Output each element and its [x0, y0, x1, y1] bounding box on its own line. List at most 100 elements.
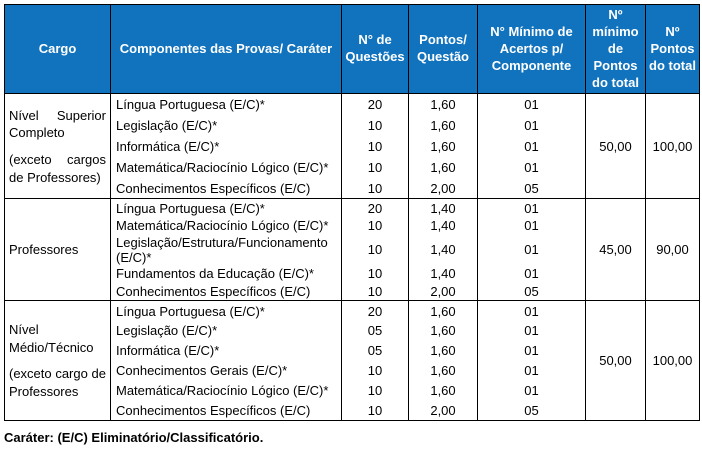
questions-cell: 10: [341, 282, 409, 301]
min-correct-cell: 01: [477, 380, 586, 401]
component-cell: Conhecimentos Gerais (E/C)*: [110, 360, 342, 381]
component-cell: Língua Portuguesa (E/C)*: [110, 198, 342, 217]
points-per-question-cell: 1,60: [408, 320, 478, 341]
table-row: Matemática/Raciocínio Lógico (E/C)* 10 1…: [5, 156, 700, 178]
points-total-cell: 100,00: [645, 300, 700, 422]
component-cell: Fundamentos da Educação (E/C)*: [110, 264, 342, 283]
header-cell-componentes: Componentes das Provas/ Caráter: [110, 3, 342, 95]
min-correct-cell: 01: [477, 320, 586, 341]
min-correct-cell: 05: [477, 282, 586, 301]
points-per-question-cell: 2,00: [408, 282, 478, 301]
cargo-text: (exceto cargos de Professores): [9, 151, 106, 185]
table-row: Conhecimentos Específicos (E/C) 10 2,00 …: [5, 400, 700, 421]
points-per-question-cell: 1,40: [408, 264, 478, 283]
questions-cell: 20: [341, 300, 409, 321]
questions-cell: 10: [341, 156, 409, 178]
table-row: Fundamentos da Educação (E/C)* 10 1,40 0…: [5, 264, 700, 283]
cargo-text: Nível Médio/Técnico: [9, 322, 94, 355]
component-cell: Conhecimentos Específicos (E/C): [110, 282, 342, 301]
points-per-question-cell: 1,40: [408, 198, 478, 217]
points-per-question-cell: 1,60: [408, 380, 478, 401]
points-per-question-cell: 1,60: [408, 300, 478, 321]
table-row: Professores Língua Portuguesa (E/C)* 20 …: [4, 198, 700, 302]
table-row: Matemática/Raciocínio Lógico (E/C)* 10 1…: [5, 380, 700, 401]
points-per-question-cell: 2,00: [408, 400, 478, 421]
min-correct-cell: 01: [477, 156, 586, 178]
points-per-question-cell: 1,60: [408, 93, 478, 115]
min-correct-cell: 01: [477, 216, 586, 235]
footnote: Caráter: (E/C) Eliminatório/Classificató…: [4, 430, 264, 446]
cargo-text: Nível Superior Completo: [9, 107, 106, 141]
header-cell-cargo: Cargo: [4, 3, 111, 95]
table-row: Conhecimentos Específicos (E/C) 10 2,00 …: [5, 282, 700, 301]
questions-cell: 10: [341, 234, 409, 265]
table-row: Legislação/Estrutura/Funcionamento (E/C)…: [5, 234, 700, 265]
points-per-question-cell: 2,00: [408, 177, 478, 199]
cargo-cell-professores: Professores: [4, 198, 111, 302]
table-row: Legislação (E/C)* 05 1,60 01: [5, 320, 700, 341]
table-row: Nível Médio/Técnico (exceto cargo de Pro…: [4, 300, 700, 422]
table-row: Informática (E/C)* 10 1,60 01: [5, 135, 700, 157]
questions-cell: 05: [341, 340, 409, 361]
cargo-cell-nivel-medio-tecnico: Nível Médio/Técnico (exceto cargo de Pro…: [4, 300, 111, 422]
table-row: Nível Superior Completo (exceto cargos d…: [4, 93, 700, 200]
table-row: Conhecimentos Gerais (E/C)* 10 1,60 01: [5, 360, 700, 381]
min-correct-cell: 01: [477, 114, 586, 136]
component-cell: Conhecimentos Específicos (E/C): [110, 400, 342, 421]
questions-cell: 10: [341, 400, 409, 421]
questions-cell: 10: [341, 264, 409, 283]
component-cell: Informática (E/C)*: [110, 340, 342, 361]
min-correct-cell: 01: [477, 340, 586, 361]
component-cell: Informática (E/C)*: [110, 135, 342, 157]
points-per-question-cell: 1,60: [408, 135, 478, 157]
exam-scoring-table: Cargo Componentes das Provas/ Caráter N°…: [4, 3, 700, 422]
questions-cell: 10: [341, 360, 409, 381]
min-correct-cell: 01: [477, 93, 586, 115]
component-cell: Conhecimentos Específicos (E/C): [110, 177, 342, 199]
points-per-question-cell: 1,60: [408, 114, 478, 136]
points-per-question-cell: 1,60: [408, 340, 478, 361]
table-row: Matemática/Raciocínio Lógico (E/C)* 10 1…: [5, 216, 700, 235]
component-cell: Legislação (E/C)*: [110, 114, 342, 136]
points-per-question-cell: 1,60: [408, 360, 478, 381]
header-row: Cargo Componentes das Provas/ Caráter N°…: [4, 3, 700, 95]
min-correct-cell: 01: [477, 264, 586, 283]
min-correct-cell: 01: [477, 234, 586, 265]
min-correct-cell: 01: [477, 135, 586, 157]
header-cell-pontos-questao: Pontos/ Questão: [408, 3, 478, 95]
min-correct-cell: 01: [477, 360, 586, 381]
header-cell-num-questoes: N° de Questões: [341, 3, 409, 95]
component-cell: Legislação (E/C)*: [110, 320, 342, 341]
table-row: Legislação (E/C)* 10 1,60 01: [5, 114, 700, 136]
questions-cell: 10: [341, 135, 409, 157]
questions-cell: 10: [341, 380, 409, 401]
points-per-question-cell: 1,40: [408, 234, 478, 265]
component-cell: Matemática/Raciocínio Lógico (E/C)*: [110, 156, 342, 178]
header-cell-min-acertos: N° Mínimo de Acertos p/ Componente: [477, 3, 586, 95]
points-per-question-cell: 1,60: [408, 156, 478, 178]
min-correct-cell: 01: [477, 198, 586, 217]
cargo-text: (exceto cargo de Professores: [9, 366, 106, 399]
table-row: Informática (E/C)* 05 1,60 01: [5, 340, 700, 361]
table-header: Cargo Componentes das Provas/ Caráter N°…: [4, 3, 700, 95]
points-per-question-cell: 1,40: [408, 216, 478, 235]
component-cell: Língua Portuguesa (E/C)*: [110, 93, 342, 115]
questions-cell: 20: [341, 93, 409, 115]
header-cell-pontos-total: Nº Pontos do total: [645, 3, 700, 95]
min-correct-cell: 05: [477, 177, 586, 199]
questions-cell: 10: [341, 114, 409, 136]
header-cell-min-pontos-total: Nº mínimo de Pontos do total: [585, 3, 646, 95]
min-correct-cell: 01: [477, 300, 586, 321]
component-cell: Língua Portuguesa (E/C)*: [110, 300, 342, 321]
min-points-total-cell: 50,00: [585, 300, 646, 422]
min-points-total-cell: 45,00: [585, 198, 646, 302]
cargo-cell-nivel-superior: Nível Superior Completo (exceto cargos d…: [4, 93, 111, 200]
min-points-total-cell: 50,00: [585, 93, 646, 200]
points-total-cell: 100,00: [645, 93, 700, 200]
questions-cell: 20: [341, 198, 409, 217]
cargo-text: Professores: [9, 242, 79, 258]
component-cell: Matemática/Raciocínio Lógico (E/C)*: [110, 380, 342, 401]
points-total-cell: 90,00: [645, 198, 700, 302]
questions-cell: 05: [341, 320, 409, 341]
